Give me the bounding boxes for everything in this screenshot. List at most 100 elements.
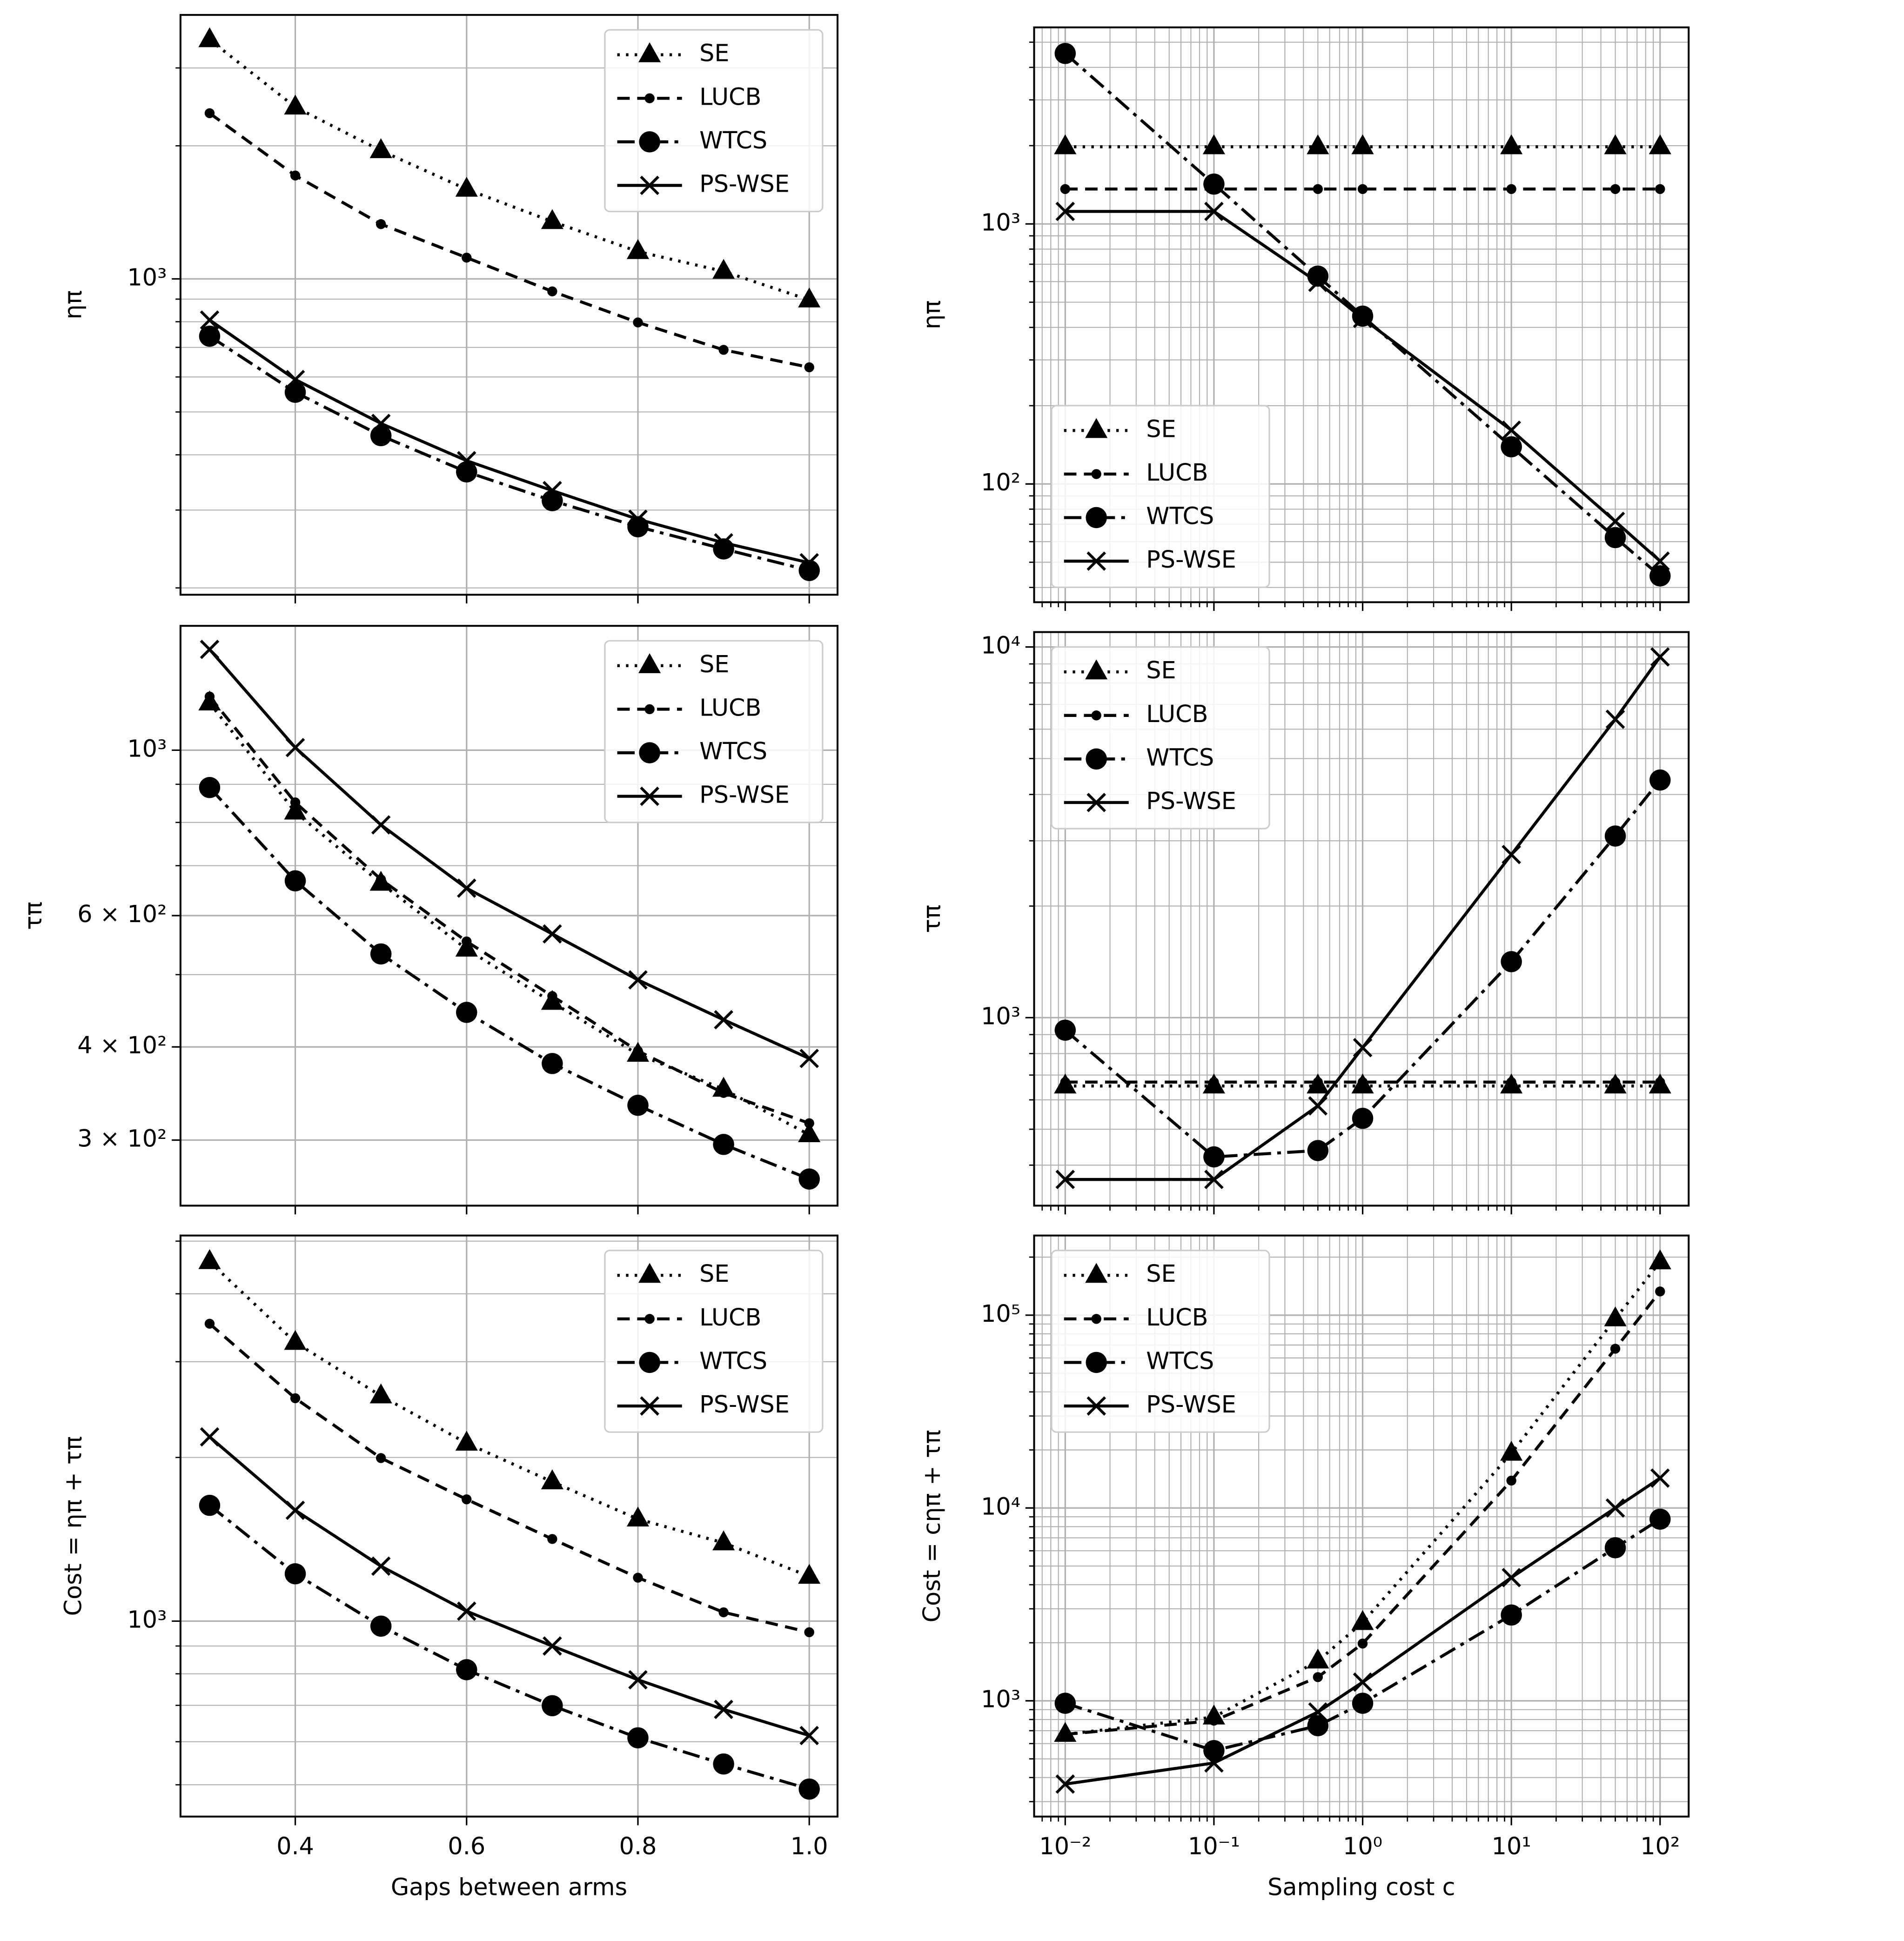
marker: [1307, 1715, 1329, 1736]
series-line: [208, 1322, 810, 1634]
series-line: [208, 112, 810, 369]
legend-label: WTCS: [699, 1347, 767, 1374]
marker: [1502, 844, 1521, 864]
marker: [1649, 134, 1671, 154]
legend-marker: [639, 131, 660, 153]
marker: [1352, 1108, 1374, 1129]
marker: [798, 1778, 820, 1800]
x-tick-label: 10⁰: [1343, 1832, 1382, 1860]
marker: [462, 1494, 472, 1505]
marker: [1605, 709, 1625, 729]
y-tick-label: 10³: [981, 208, 1020, 236]
x-tick-label: 10⁻²: [1039, 1832, 1091, 1860]
y-tick-label: 3 × 10²: [77, 1124, 167, 1152]
legend-marker: [640, 786, 659, 806]
marker: [1506, 184, 1516, 194]
marker: [1209, 1715, 1219, 1726]
plot-frame: [1033, 631, 1690, 1207]
legend-marker: [644, 704, 655, 715]
marker: [1307, 1648, 1329, 1669]
legend-label: SE: [1146, 656, 1176, 684]
legend-label: WTCS: [699, 737, 767, 765]
marker: [626, 1506, 650, 1527]
marker: [1353, 1037, 1373, 1058]
marker: [1501, 1604, 1522, 1626]
marker: [371, 815, 391, 835]
legend-marker: [640, 1396, 659, 1416]
legend-label: LUCB: [699, 1304, 761, 1331]
marker: [1353, 308, 1373, 328]
x-tick-label: 0.8: [619, 1832, 657, 1860]
marker: [200, 310, 220, 330]
legend: SE LUCB WTCS PS-WSE: [1051, 1250, 1270, 1433]
marker: [1605, 1498, 1625, 1518]
marker: [1202, 134, 1225, 154]
marker: [798, 1168, 820, 1190]
marker: [1649, 565, 1671, 587]
marker: [1313, 1077, 1323, 1087]
marker: [1610, 1077, 1621, 1087]
marker: [798, 560, 820, 581]
y-tick-label: 6 × 10²: [77, 900, 167, 928]
marker: [718, 345, 729, 355]
marker: [1610, 1344, 1621, 1354]
y-tick-label: 10²: [981, 469, 1020, 496]
legend-frame: [1051, 646, 1270, 830]
marker: [1655, 1077, 1665, 1087]
marker: [1357, 184, 1368, 194]
legend: SE LUCB WTCS PS-WSE: [1051, 646, 1270, 830]
marker: [541, 209, 563, 229]
legend-label: SE: [699, 650, 729, 678]
marker: [371, 1556, 391, 1576]
marker: [799, 553, 819, 573]
marker: [1351, 134, 1374, 154]
series-line: [208, 696, 810, 1125]
plot-frame: [1033, 26, 1690, 603]
y-tick-label: 10³: [127, 263, 167, 291]
marker: [627, 1095, 649, 1116]
legend-marker: [1086, 507, 1107, 529]
subplot: 3 × 10² 4 × 10² 6 × 10² 10³ τπ SE LUCB WTCS PS-W…: [20, 625, 838, 1215]
marker: [1650, 551, 1670, 571]
marker: [712, 259, 735, 279]
marker: [456, 1601, 476, 1621]
marker: [204, 691, 215, 702]
legend-label: PS-WSE: [1146, 787, 1236, 815]
legend-marker: [1086, 551, 1106, 571]
y-tick-label: 10⁵: [981, 1300, 1020, 1327]
marker: [290, 170, 301, 181]
y-tick-label: 10³: [981, 1002, 1020, 1030]
marker: [1203, 1146, 1225, 1168]
plot-frame: [179, 14, 838, 596]
marker: [1604, 527, 1626, 549]
marker: [547, 286, 557, 296]
legend-marker: [1085, 1263, 1108, 1283]
legend-frame: [604, 29, 824, 213]
legend-label: WTCS: [1146, 743, 1214, 771]
legend-label: LUCB: [1146, 700, 1208, 728]
legend-label: PS-WSE: [699, 170, 790, 197]
marker: [1501, 436, 1522, 458]
marker: [284, 870, 306, 892]
marker: [1501, 951, 1522, 972]
legend-frame: [604, 640, 824, 823]
marker: [1313, 184, 1323, 194]
marker: [198, 1249, 221, 1269]
marker: [290, 1393, 301, 1404]
marker: [543, 481, 562, 501]
x-tick-label: 1.0: [791, 1832, 828, 1860]
x-axis-label: Sampling cost c: [1267, 1874, 1455, 1901]
legend-marker: [1086, 1352, 1107, 1373]
marker: [1506, 1077, 1516, 1087]
marker: [1655, 1286, 1665, 1297]
marker: [1209, 1077, 1219, 1087]
legend-marker: [1091, 710, 1101, 721]
marker: [798, 1564, 821, 1584]
marker: [627, 1727, 649, 1749]
y-tick-label: 10³: [127, 735, 167, 762]
marker: [1060, 1729, 1071, 1740]
legend: SE LUCB WTCS PS-WSE: [1051, 405, 1270, 588]
marker: [1604, 134, 1627, 154]
marker: [1500, 1440, 1523, 1461]
legend-label: LUCB: [1146, 1304, 1208, 1331]
